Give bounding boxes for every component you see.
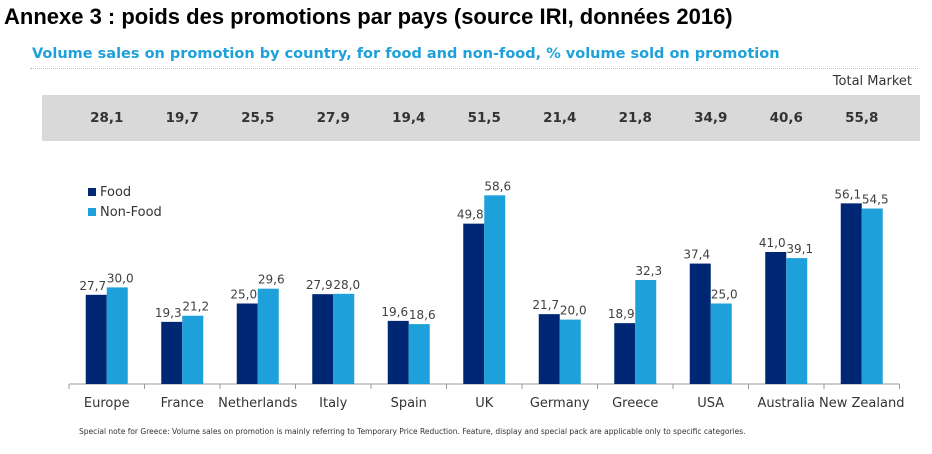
data-label-food-netherlands: 25,0 bbox=[230, 288, 257, 302]
category-label-france: France bbox=[161, 396, 204, 411]
data-label-non-food-netherlands: 29,6 bbox=[258, 273, 285, 287]
legend-label-food: Food bbox=[100, 184, 132, 200]
bar-food-italy bbox=[312, 294, 334, 384]
total-market-value-usa: 34,9 bbox=[694, 110, 728, 126]
category-label-europe: Europe bbox=[84, 396, 130, 411]
bar-non-food-usa bbox=[710, 303, 732, 384]
total-market-value-europe: 28,1 bbox=[90, 110, 124, 126]
bar-non-food-australia bbox=[786, 258, 808, 384]
title-divider bbox=[30, 68, 918, 69]
category-label-germany: Germany bbox=[530, 396, 590, 411]
bar-food-uk bbox=[463, 223, 485, 384]
legend-item-non-food: Non-Food bbox=[88, 202, 162, 222]
category-label-netherlands: Netherlands bbox=[218, 396, 297, 411]
category-label-greece: Greece bbox=[612, 396, 658, 411]
data-label-food-italy: 27,9 bbox=[306, 278, 333, 292]
annexe-title: Annexe 3 : poids des promotions par pays… bbox=[4, 4, 733, 29]
data-label-non-food-new-zealand: 54,5 bbox=[862, 193, 889, 207]
bar-food-new-zealand bbox=[840, 203, 862, 384]
data-label-food-australia: 41,0 bbox=[759, 236, 786, 250]
data-label-non-food-uk: 58,6 bbox=[484, 179, 511, 193]
chart-legend: Food Non-Food bbox=[88, 182, 162, 222]
total-market-label: Total Market bbox=[832, 74, 912, 89]
total-market-value-greece: 21,8 bbox=[618, 110, 652, 126]
category-label-spain: Spain bbox=[391, 396, 427, 411]
greece-footnote: Special note for Greece: Volume sales on… bbox=[79, 427, 746, 436]
data-label-food-new-zealand: 56,1 bbox=[834, 187, 861, 201]
total-market-value-france: 19,7 bbox=[165, 110, 199, 126]
category-label-australia: Australia bbox=[757, 396, 815, 411]
total-market-value-italy: 27,9 bbox=[316, 110, 350, 126]
data-label-food-europe: 27,7 bbox=[79, 279, 106, 293]
total-market-value-uk: 51,5 bbox=[467, 110, 501, 126]
category-label-usa: USA bbox=[697, 396, 724, 411]
total-market-value-new-zealand: 55,8 bbox=[845, 110, 879, 126]
category-label-new-zealand: New Zealand bbox=[819, 396, 904, 411]
bar-food-netherlands bbox=[236, 303, 258, 384]
bar-non-food-new-zealand bbox=[861, 208, 883, 384]
bar-food-greece bbox=[614, 323, 636, 384]
legend-item-food: Food bbox=[88, 182, 162, 202]
data-label-non-food-australia: 39,1 bbox=[786, 242, 813, 256]
bar-non-food-germany bbox=[559, 319, 581, 384]
bar-non-food-spain bbox=[408, 324, 430, 384]
bar-food-germany bbox=[538, 314, 560, 384]
data-label-food-usa: 37,4 bbox=[683, 248, 710, 262]
data-label-food-uk: 49,8 bbox=[457, 208, 484, 222]
data-label-food-germany: 21,7 bbox=[532, 298, 559, 312]
data-label-non-food-usa: 25,0 bbox=[711, 288, 738, 302]
chart-subtitle: Volume sales on promotion by country, fo… bbox=[32, 46, 780, 62]
data-label-food-spain: 19,6 bbox=[381, 305, 408, 319]
data-label-non-food-italy: 28,0 bbox=[333, 278, 360, 292]
data-label-non-food-germany: 20,0 bbox=[560, 304, 587, 318]
data-label-non-food-europe: 30,0 bbox=[107, 271, 134, 285]
data-label-non-food-france: 21,2 bbox=[182, 300, 209, 314]
legend-label-non-food: Non-Food bbox=[100, 204, 162, 220]
bar-non-food-italy bbox=[333, 293, 355, 384]
category-label-italy: Italy bbox=[319, 396, 348, 411]
total-market-value-netherlands: 25,5 bbox=[241, 110, 275, 126]
bar-food-europe bbox=[85, 294, 107, 384]
data-label-food-france: 19,3 bbox=[155, 306, 182, 320]
bar-food-usa bbox=[689, 263, 711, 384]
legend-swatch-food bbox=[88, 188, 96, 196]
data-label-food-greece: 18,9 bbox=[608, 307, 635, 321]
bar-non-food-netherlands bbox=[257, 288, 279, 384]
data-label-non-food-greece: 32,3 bbox=[635, 264, 662, 278]
category-label-uk: UK bbox=[475, 396, 494, 411]
total-market-value-spain: 19,4 bbox=[392, 110, 426, 126]
bar-non-food-uk bbox=[484, 195, 506, 384]
total-market-value-australia: 40,6 bbox=[769, 110, 803, 126]
legend-swatch-non-food bbox=[88, 208, 96, 216]
total-market-value-germany: 21,4 bbox=[543, 110, 577, 126]
bar-food-france bbox=[161, 321, 183, 384]
data-label-non-food-spain: 18,6 bbox=[409, 308, 436, 322]
bar-non-food-europe bbox=[106, 287, 128, 384]
bar-non-food-france bbox=[182, 315, 204, 384]
bar-food-spain bbox=[387, 320, 409, 384]
bar-non-food-greece bbox=[635, 279, 657, 384]
bar-food-australia bbox=[765, 251, 787, 384]
total-market-band bbox=[42, 95, 920, 141]
